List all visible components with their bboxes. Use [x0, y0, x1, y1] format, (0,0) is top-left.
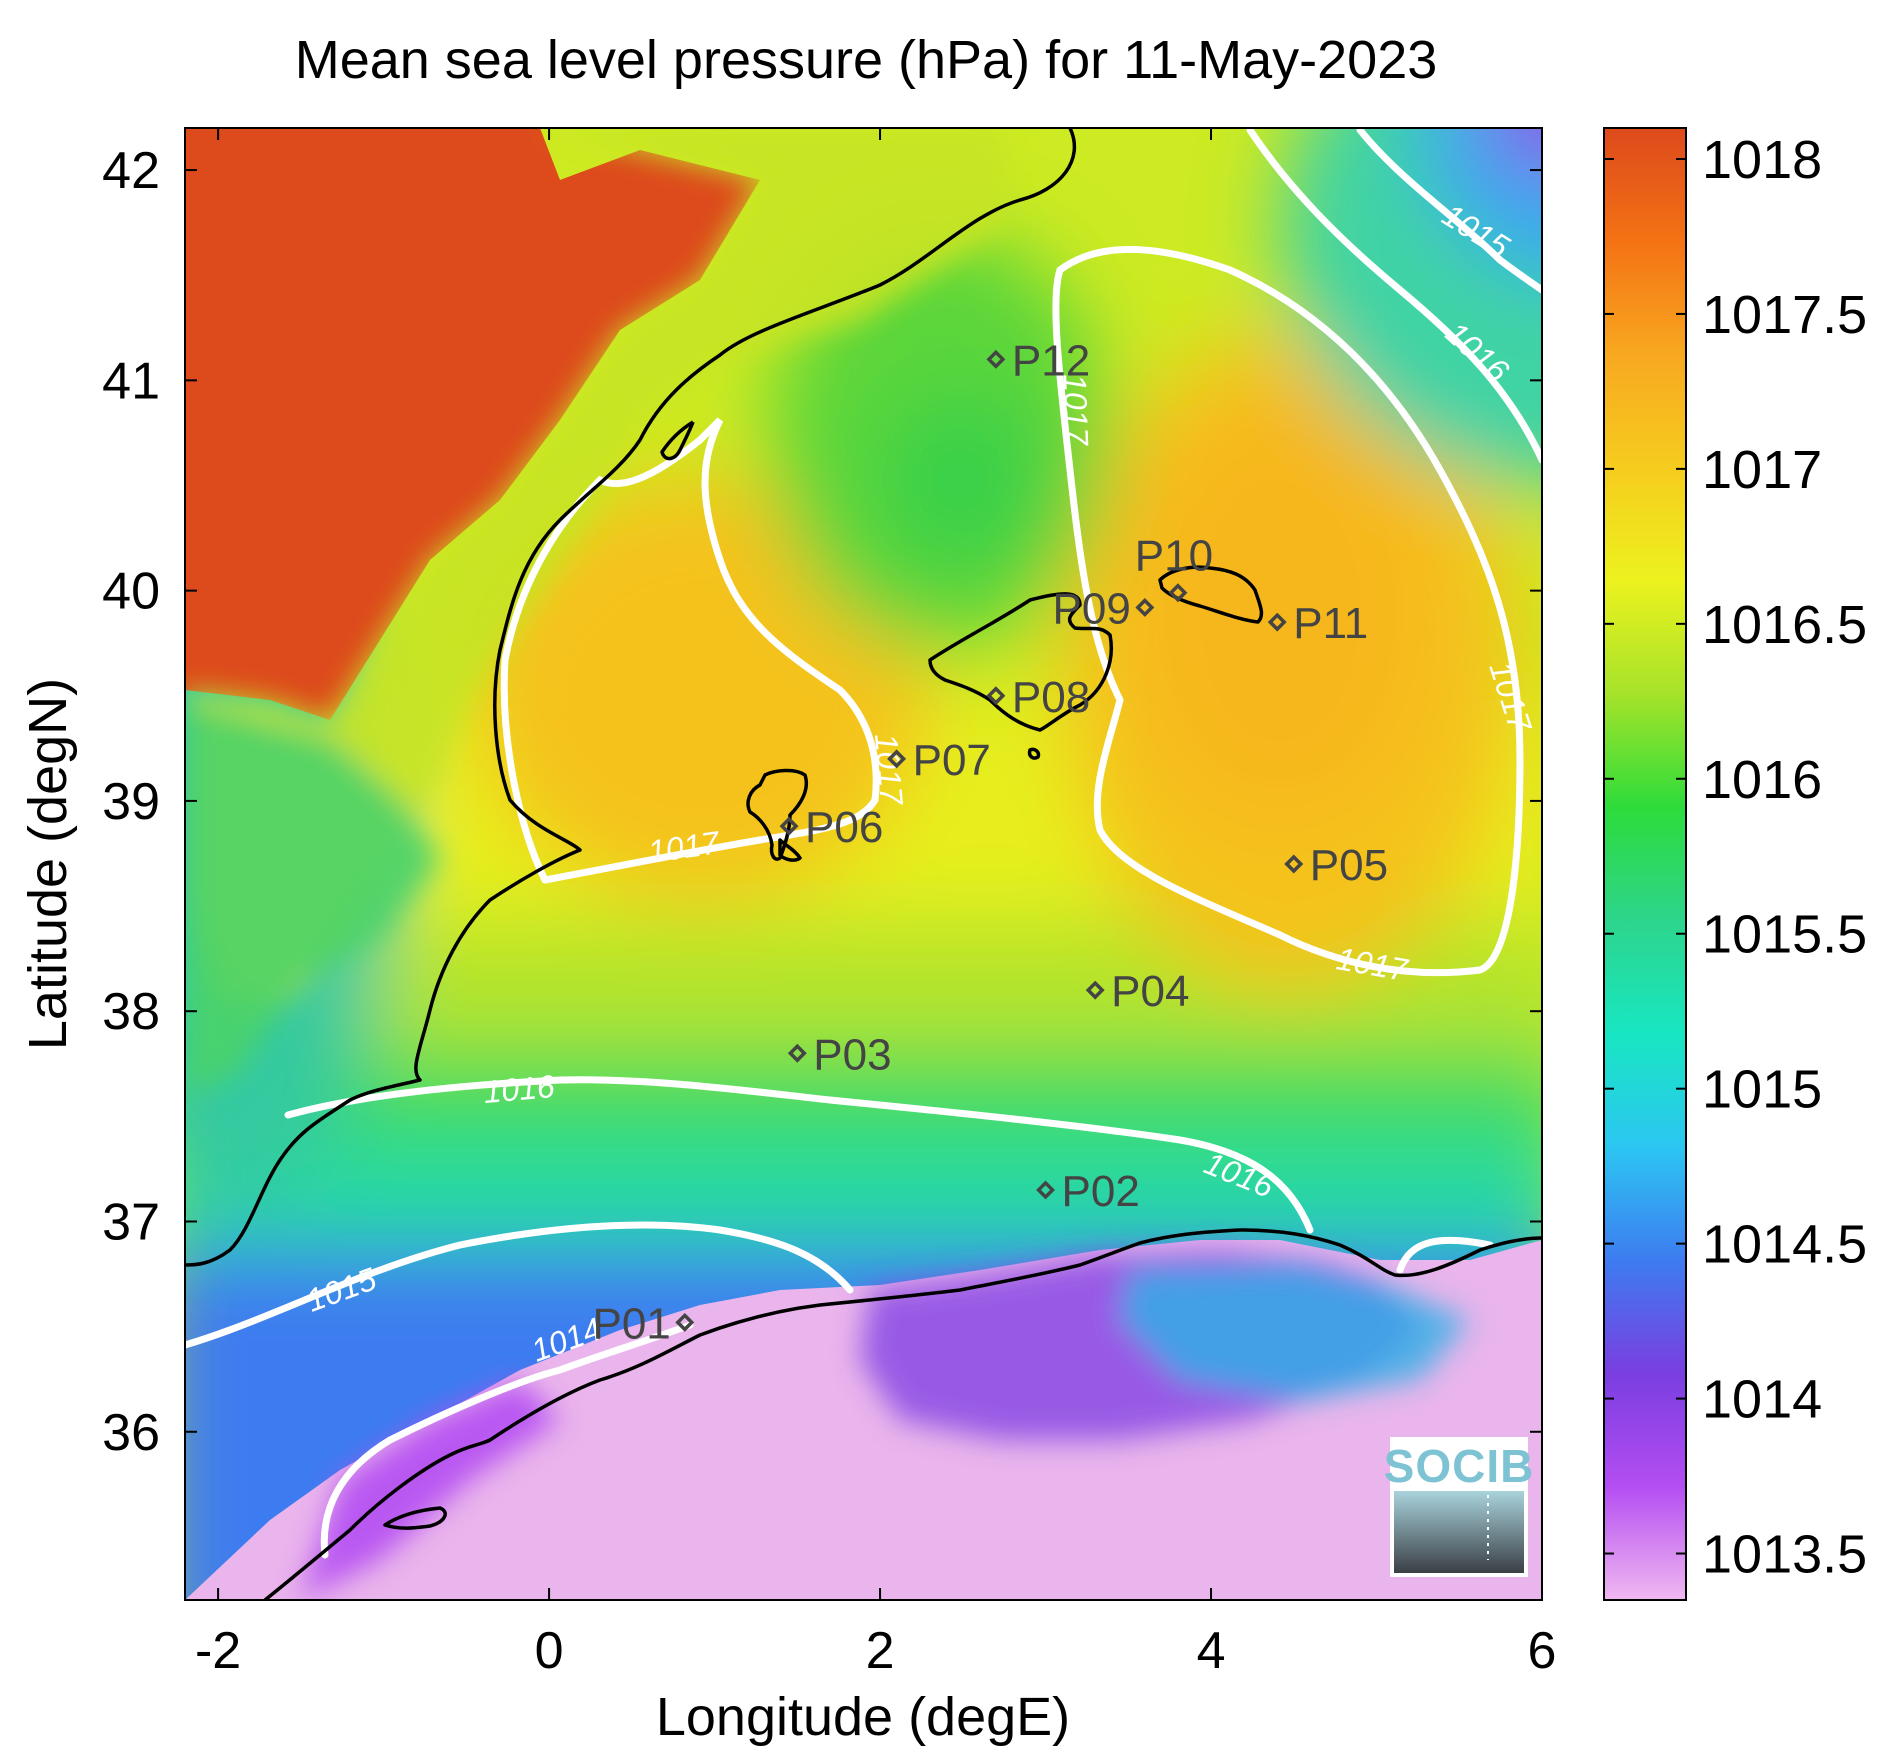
station-p06: P06: [779, 803, 883, 852]
station-label: P09: [1053, 584, 1131, 633]
pressure-field: [185, 128, 1542, 1600]
colorbar: 1018 1017.5 1017 1016.5 1016 1015.5 1015 1014.5…: [1603, 127, 1867, 1601]
colorbar-tick-label: 1014: [1702, 1370, 1822, 1430]
station-p10: P10: [1135, 532, 1213, 603]
station-marker: [1135, 597, 1155, 617]
station-p12: P12: [986, 336, 1090, 385]
station-marker: [1284, 854, 1304, 874]
socib-logo: SOCIB: [1384, 1437, 1535, 1577]
station-p04: P04: [1085, 967, 1189, 1016]
station-p01: P01: [592, 1299, 695, 1348]
colorbar-tick-label: 1013.5: [1702, 1525, 1867, 1585]
station-label: P10: [1135, 532, 1213, 581]
station-label: P11: [1293, 599, 1368, 648]
y-tick-label: 36: [102, 1404, 160, 1462]
y-tick-label: 37: [102, 1193, 160, 1251]
x-axis-label: Longitude (degE): [656, 1687, 1070, 1747]
station-label: P02: [1062, 1167, 1140, 1216]
logo-text: SOCIB: [1384, 1440, 1535, 1492]
coastlines: [185, 128, 1542, 1600]
station-label: P05: [1310, 841, 1388, 890]
station-marker: [887, 749, 907, 769]
station-label: P04: [1111, 967, 1189, 1016]
x-tick-label: -2: [195, 1622, 241, 1680]
station-label: P07: [913, 736, 991, 785]
station-label: P12: [1012, 336, 1090, 385]
station-label: P06: [805, 803, 883, 852]
y-tick-label: 40: [102, 563, 160, 621]
x-tick-label: 4: [1197, 1622, 1226, 1680]
station-marker: [1267, 612, 1287, 632]
station-p05: P05: [1284, 841, 1388, 890]
colorbar-tick-label: 1017: [1702, 440, 1822, 500]
station-label: P08: [1012, 673, 1090, 722]
station-marker: [1168, 583, 1188, 603]
y-tick-label: 42: [102, 142, 160, 200]
map-frame: [184, 127, 1543, 1601]
station-p07: P07: [887, 736, 991, 785]
y-tick-label: 38: [102, 983, 160, 1041]
colorbar-tick-label: 1018: [1702, 130, 1822, 190]
colorbar-tick-label: 1016.5: [1702, 595, 1867, 655]
chart-title: Mean sea level pressure (hPa) for 11-May…: [295, 30, 1438, 90]
colorbar-tick-label: 1016: [1702, 750, 1822, 810]
colorbar-tick-label: 1015: [1702, 1060, 1822, 1120]
y-axis-ticks: 42 41 40 39 38 37 36: [102, 142, 1542, 1462]
station-marker: [986, 686, 1006, 706]
x-tick-label: 2: [866, 1622, 895, 1680]
station-marker: [779, 816, 799, 836]
isobar-label: 1017: [1057, 373, 1096, 447]
y-tick-label: 39: [102, 773, 160, 831]
station-label: P01: [592, 1299, 670, 1348]
station-p09: P09: [1053, 584, 1155, 633]
colorbar-scale: [1603, 127, 1687, 1601]
station-p03: P03: [787, 1030, 892, 1079]
isobar-label: 1016: [482, 1068, 556, 1110]
isobar-label: 1017: [868, 732, 910, 807]
colorbar-tick-label: 1014.5: [1702, 1215, 1867, 1275]
station-marker: [675, 1312, 695, 1332]
station-marker: [986, 349, 1006, 369]
x-axis-ticks: -2 0 2 4 6: [195, 128, 1556, 1680]
station-marker: [1085, 980, 1105, 1000]
colorbar-tick-label: 1015.5: [1702, 905, 1867, 965]
station-marker: [787, 1043, 807, 1063]
station-p02: P02: [1036, 1167, 1140, 1216]
colorbar-ticks: 1018 1017.5 1017 1016.5 1016 1015.5 1015 1014.5…: [1604, 130, 1867, 1585]
station-p08: P08: [986, 673, 1090, 722]
colorbar-tick-label: 1017.5: [1702, 285, 1867, 345]
isobar-lines: [185, 128, 1542, 1559]
y-axis-label: Latitude (degN): [18, 678, 78, 1050]
station-marker: [1036, 1180, 1056, 1200]
y-tick-label: 41: [102, 352, 160, 410]
station-p11: P11: [1267, 599, 1368, 648]
station-label: P03: [813, 1030, 891, 1079]
x-tick-label: 6: [1528, 1622, 1557, 1680]
x-tick-label: 0: [535, 1622, 564, 1680]
